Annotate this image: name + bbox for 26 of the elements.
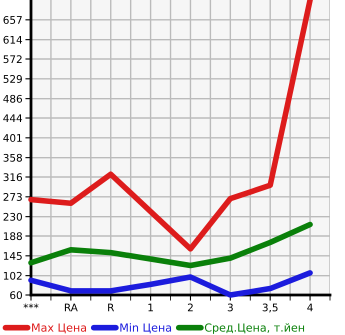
y-tick-label: 60 [10, 291, 22, 300]
x-tick-label: 3,5 [262, 304, 278, 312]
y-tick-label: 486 [3, 94, 22, 103]
legend-label: Сред.Цена, т.йен [204, 323, 304, 334]
y-tick-label: 572 [4, 55, 22, 64]
y-tick-label: 444 [3, 114, 22, 122]
legend-label: Max Цена [32, 323, 86, 334]
y-tick-label: 614 [4, 36, 22, 44]
y-tick-label: 358 [4, 154, 22, 162]
y-tick-label: 401 [3, 134, 22, 142]
y-tick-label: 316 [4, 173, 22, 182]
x-tick-label: *** [24, 304, 38, 308]
legend-label: Min Цена [120, 323, 172, 334]
y-tick-label: 145 [4, 252, 22, 260]
x-tick-label: 1 [148, 304, 153, 312]
y-tick-label: 102 [4, 272, 22, 280]
y-tick-label: 273 [4, 193, 22, 201]
x-tick-label: 3 [228, 304, 233, 312]
x-tick-label: 4 [307, 304, 313, 312]
y-tick-label: 188 [4, 232, 22, 240]
x-tick-label: RA [64, 304, 78, 312]
y-tick-label: 230 [4, 212, 22, 221]
x-tick-label: R [108, 304, 114, 312]
x-tick-label: 2 [188, 304, 193, 312]
y-tick-label: 529 [4, 75, 22, 83]
y-tick-label: 657 [4, 16, 22, 24]
